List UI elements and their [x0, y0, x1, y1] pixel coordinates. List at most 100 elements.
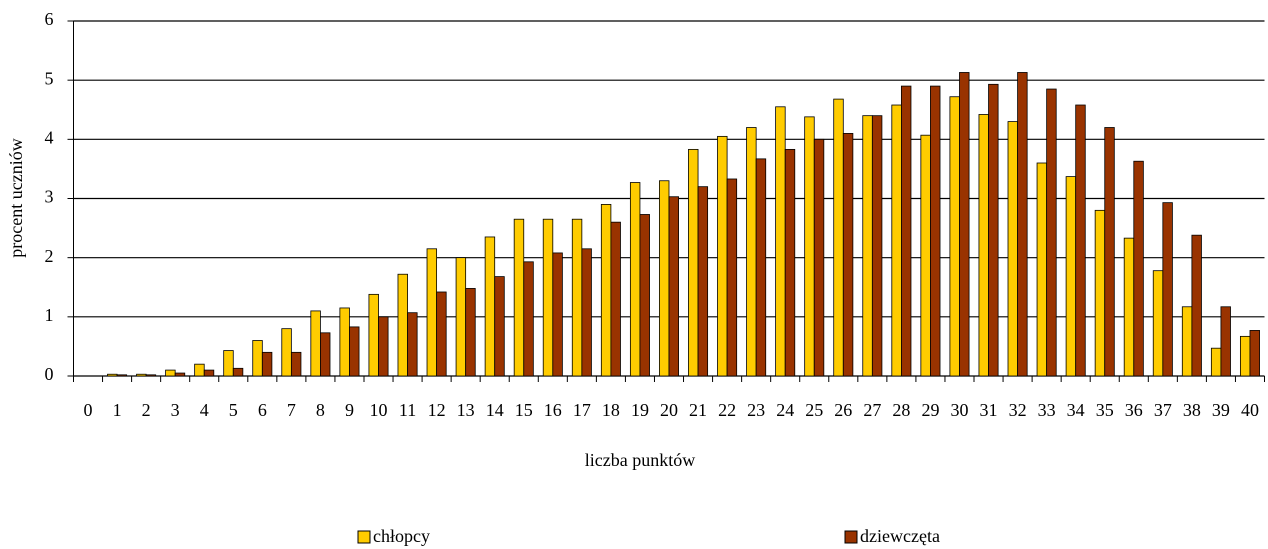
bar	[339, 307, 350, 377]
x-tick-label: 6	[258, 400, 267, 420]
bar	[1210, 347, 1222, 377]
bar	[813, 138, 825, 377]
bar	[949, 96, 960, 377]
bar	[668, 196, 679, 377]
bar	[484, 236, 496, 377]
bar	[988, 83, 999, 377]
bar	[581, 248, 592, 377]
bar	[290, 351, 302, 377]
bar	[1181, 306, 1193, 377]
bar	[465, 288, 476, 377]
bar	[1152, 270, 1164, 377]
y-axis-label: procent uczniów	[6, 138, 26, 257]
bar	[1123, 237, 1135, 377]
bar	[1220, 306, 1231, 377]
bar	[1191, 234, 1202, 377]
x-tick-label: 33	[1038, 400, 1056, 420]
bar	[455, 257, 467, 377]
bar	[407, 312, 418, 377]
bar	[784, 148, 796, 377]
bar	[900, 85, 912, 377]
legend-swatch	[357, 530, 371, 544]
y-tick-label: 1	[45, 305, 54, 325]
y-tick-label: 2	[45, 246, 54, 266]
bar	[552, 252, 563, 377]
x-tick-label: 27	[863, 400, 881, 420]
x-tick-label: 3	[171, 400, 180, 420]
bar	[862, 115, 873, 377]
x-tick-label: 19	[631, 400, 649, 420]
bar	[717, 135, 728, 377]
x-tick-label: 15	[515, 400, 533, 420]
bar	[1162, 202, 1173, 377]
x-axis-label: liczba punktów	[585, 450, 695, 470]
bar	[659, 180, 670, 377]
bar	[842, 133, 854, 377]
x-tick-label: 29	[921, 400, 939, 420]
bar	[310, 310, 321, 377]
x-tick-label: 8	[316, 400, 325, 420]
bar	[136, 373, 147, 377]
bar	[261, 351, 273, 377]
x-tick-label: 17	[573, 400, 591, 420]
bar	[697, 186, 709, 377]
bar	[232, 367, 244, 377]
bar	[891, 104, 902, 377]
x-tick-label: 30	[950, 400, 968, 420]
bar	[116, 374, 128, 377]
bar	[1075, 104, 1086, 377]
x-tick-label: 26	[834, 400, 852, 420]
bar	[203, 369, 215, 377]
x-tick-label: 1	[113, 400, 122, 420]
x-tick-label: 23	[747, 400, 765, 420]
bar	[639, 214, 650, 377]
bar	[1249, 330, 1260, 377]
legend-swatch	[844, 530, 858, 544]
y-tick-label: 3	[45, 187, 54, 207]
bar	[494, 276, 505, 377]
x-tick-label: 39	[1212, 400, 1230, 420]
x-tick-label: 5	[229, 400, 238, 420]
bar	[688, 148, 699, 377]
bar	[755, 158, 767, 377]
bar	[397, 273, 408, 377]
bar	[165, 369, 176, 377]
bar	[978, 114, 989, 377]
bar	[571, 218, 583, 377]
x-tick-label: 20	[660, 400, 678, 420]
bar	[610, 221, 621, 377]
x-tick-label: 22	[718, 400, 736, 420]
bar	[194, 363, 205, 377]
bar	[1239, 335, 1251, 377]
bar	[629, 182, 641, 377]
bar	[775, 106, 786, 377]
x-tick-label: 11	[399, 400, 416, 420]
x-tick-label: 10	[370, 400, 388, 420]
x-tick-label: 21	[689, 400, 707, 420]
x-tick-label: 12	[428, 400, 446, 420]
x-tick-label: 24	[776, 400, 794, 420]
x-tick-label: 7	[287, 400, 296, 420]
x-tick-label: 14	[486, 400, 504, 420]
bar	[1094, 209, 1106, 377]
bar	[804, 116, 815, 377]
x-tick-label: 36	[1125, 400, 1143, 420]
bar	[920, 134, 931, 377]
bar	[252, 340, 263, 377]
bar	[1046, 88, 1057, 377]
bar	[542, 218, 554, 377]
bar	[523, 261, 534, 377]
y-tick-label: 4	[45, 127, 54, 147]
bar	[426, 248, 438, 377]
x-tick-label: 18	[602, 400, 620, 420]
x-tick-label: 32	[1009, 400, 1027, 420]
bar	[436, 291, 447, 377]
bar	[223, 350, 234, 377]
bar	[1133, 160, 1144, 377]
bar	[746, 127, 757, 377]
x-tick-label: 25	[805, 400, 823, 420]
x-tick-label: 37	[1154, 400, 1172, 420]
legend-label: dziewczęta	[860, 526, 940, 546]
bar	[726, 178, 738, 377]
x-tick-label: 35	[1096, 400, 1114, 420]
